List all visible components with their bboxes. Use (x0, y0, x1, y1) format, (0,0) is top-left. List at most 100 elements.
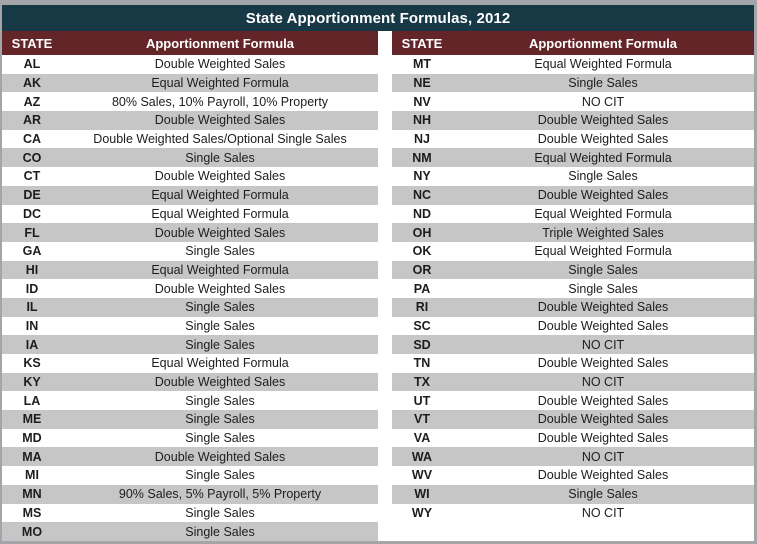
state-code: MN (22, 487, 42, 502)
formula-value: Double Weighted Sales (537, 393, 669, 408)
table-row-sc: SC Double Weighted Sales (392, 316, 754, 336)
right-table-rows: MT Equal Weighted Formula NE Single Sales NV… (392, 55, 754, 523)
state-code: MD (22, 431, 42, 446)
formula-value: Double Weighted Sales (154, 113, 286, 128)
state-code: ND (412, 206, 432, 221)
formula-value: Equal Weighted Formula (151, 76, 289, 91)
formula-value: Double Weighted Sales (154, 375, 286, 390)
formula-value: NO CIT (581, 94, 625, 109)
table-row-tx: TX NO CIT (392, 372, 754, 392)
state-column-header: STATE (401, 35, 443, 51)
formula-value: 90% Sales, 5% Payroll, 5% Property (118, 487, 322, 502)
table-row-fl: FL Double Weighted Sales (2, 223, 378, 242)
state-code: KY (23, 375, 41, 390)
state-code: RI (415, 300, 429, 315)
formula-value: Single Sales (185, 505, 255, 520)
state-code: ME (22, 412, 42, 427)
state-code: CO (22, 150, 42, 165)
table-row-de: DE Equal Weighted Formula (2, 185, 378, 205)
formula-value: NO CIT (581, 337, 625, 352)
table-row-nh: NH Double Weighted Sales (392, 111, 754, 130)
formula-value: Single Sales (185, 318, 255, 333)
table-row-ca: CA Double Weighted Sales/Optional Single … (2, 129, 378, 149)
table-row-ut: UT Double Weighted Sales (392, 391, 754, 411)
state-code: WI (414, 487, 430, 502)
state-code: TX (414, 375, 430, 390)
state-code: HI (25, 262, 39, 277)
table-row-mi: MI Single Sales (2, 466, 378, 485)
state-code: WY (411, 505, 433, 520)
state-code: IN (25, 318, 39, 333)
state-code: AR (22, 113, 42, 128)
formula-value: 80% Sales, 10% Payroll, 10% Property (111, 94, 329, 109)
formula-value: Double Weighted Sales (537, 468, 669, 483)
state-code: AZ (23, 94, 41, 109)
table-gap (378, 31, 392, 541)
formula-value: Equal Weighted Formula (151, 262, 289, 277)
table-row-la: LA Single Sales (2, 391, 378, 411)
formula-value: Double Weighted Sales (537, 300, 669, 315)
state-code: NM (412, 150, 432, 165)
state-code: WV (411, 468, 433, 483)
state-code: SD (413, 337, 431, 352)
state-code: CT (23, 169, 41, 184)
table-row-dc: DC Equal Weighted Formula (2, 204, 378, 224)
table-row-ne: NE Single Sales (392, 73, 754, 93)
formula-value: Single Sales (568, 76, 638, 91)
table-row-wy: WY NO CIT (392, 503, 754, 523)
formula-value: Double Weighted Sales (537, 132, 669, 147)
state-code: TN (413, 356, 431, 371)
state-code: MS (22, 505, 42, 520)
table-row-mn: MN 90% Sales, 5% Payroll, 5% Property (2, 484, 378, 504)
table-row-ma: MA Double Weighted Sales (2, 447, 378, 467)
state-column-header: STATE (11, 35, 53, 51)
formula-value: Single Sales (568, 262, 638, 277)
table-row-va: VA Double Weighted Sales (392, 428, 754, 448)
formula-value: Single Sales (185, 150, 255, 165)
state-code: DE (23, 188, 41, 203)
state-code: MI (25, 468, 39, 483)
state-code: SC (413, 318, 431, 333)
table-row-nc: NC Double Weighted Sales (392, 185, 754, 205)
state-code: UT (413, 393, 431, 408)
formula-value: Single Sales (185, 524, 255, 539)
formula-value: Single Sales (185, 431, 255, 446)
table-row-wi: WI Single Sales (392, 484, 754, 504)
left-state-table: STATE Apportionment Formula AL Double Wei… (2, 31, 378, 541)
table-row-id: ID Double Weighted Sales (2, 279, 378, 298)
state-code: NY (413, 169, 431, 184)
table-row-sd: SD NO CIT (392, 335, 754, 354)
table-row-or: OR Single Sales (392, 260, 754, 280)
formula-value: Single Sales (185, 468, 255, 483)
state-code: OK (412, 244, 432, 259)
left-table-header: STATE Apportionment Formula (2, 31, 378, 55)
state-code: PA (413, 281, 431, 296)
formula-value: NO CIT (581, 505, 625, 520)
table-row-co: CO Single Sales (2, 148, 378, 168)
tables-container: STATE Apportionment Formula AL Double Wei… (2, 31, 754, 541)
table-row-mt: MT Equal Weighted Formula (392, 55, 754, 74)
formula-value: Equal Weighted Formula (534, 150, 672, 165)
formula-value: Equal Weighted Formula (534, 206, 672, 221)
table-row-il: IL Single Sales (2, 297, 378, 317)
formula-value: Single Sales (185, 412, 255, 427)
state-code: WA (411, 449, 433, 464)
table-row-ks: KS Equal Weighted Formula (2, 354, 378, 373)
right-table-header: STATE Apportionment Formula (392, 31, 754, 55)
table-row-ky: KY Double Weighted Sales (2, 372, 378, 392)
formula-column-header: Apportionment Formula (145, 35, 295, 51)
table-row-ms: MS Single Sales (2, 503, 378, 523)
state-code: NC (412, 188, 432, 203)
formula-value: Equal Weighted Formula (534, 57, 672, 72)
table-row-ny: NY Single Sales (392, 167, 754, 186)
formula-value: Equal Weighted Formula (151, 356, 289, 371)
state-code: NH (412, 113, 432, 128)
formula-value: Double Weighted Sales (154, 449, 286, 464)
table-row-hi: HI Equal Weighted Formula (2, 260, 378, 280)
formula-value: Single Sales (568, 281, 638, 296)
formula-value: Double Weighted Sales (537, 188, 669, 203)
table-row-nm: NM Equal Weighted Formula (392, 148, 754, 168)
state-code: MT (412, 57, 432, 72)
formula-value: Double Weighted Sales (537, 113, 669, 128)
formula-value: Double Weighted Sales (154, 281, 286, 296)
